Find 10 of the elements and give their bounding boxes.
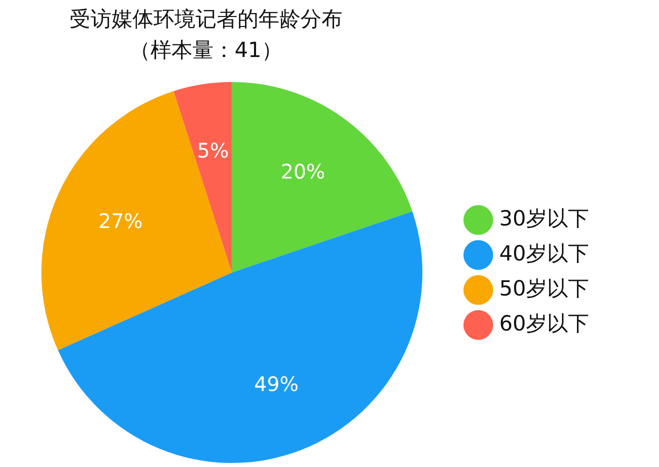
data-label: 49%	[254, 372, 299, 396]
data-label: 27%	[98, 209, 143, 233]
legend-label: 40岁以下	[499, 241, 590, 266]
data-label: 20%	[280, 160, 326, 184]
legend-label: 60岁以下	[499, 311, 590, 336]
legend-label: 50岁以下	[499, 276, 590, 300]
data-label: 5%	[197, 138, 229, 162]
chart-subtitle: （样本量：41）	[128, 37, 284, 64]
chart-title: 受访媒体环境记者的年龄分布	[68, 6, 344, 33]
legend-label: 30岁以下	[499, 206, 590, 230]
